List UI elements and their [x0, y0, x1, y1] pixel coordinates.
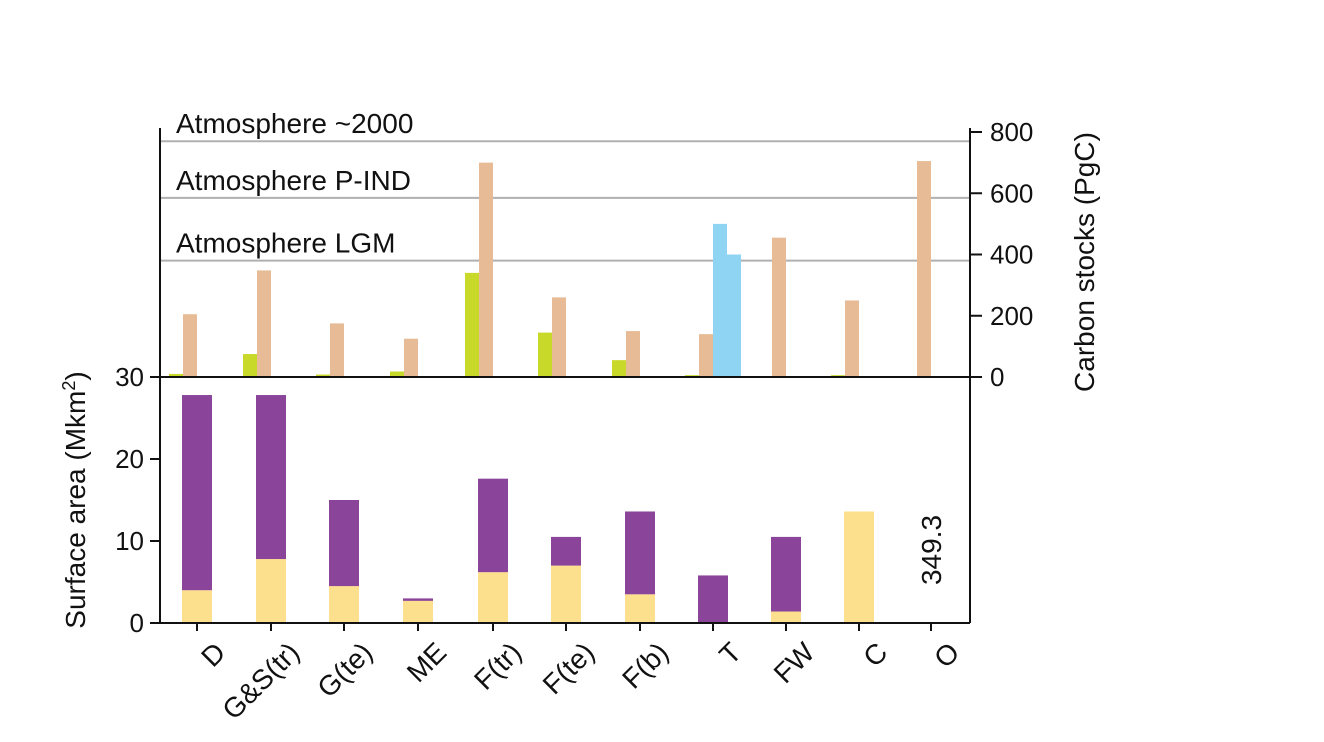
carbon-bar [404, 338, 418, 377]
left-axis-tick-label: 30 [115, 362, 144, 392]
category-label: G&S(tr) [216, 636, 305, 725]
left-axis-tick-label: 20 [115, 444, 144, 474]
surface-area-bar [771, 611, 801, 623]
surface-area-bar [551, 536, 581, 566]
left-axis-tick-label: 0 [130, 608, 144, 638]
left-axis-title-text: Surface area (Mkm [60, 391, 91, 629]
surface-area-bar [182, 590, 212, 623]
surface-area-bar [256, 559, 286, 623]
surface-area-bar [625, 511, 655, 595]
right-axis-tick-label: 0 [990, 362, 1004, 392]
category-label: ME [401, 636, 453, 688]
surface-area-bar [478, 572, 508, 623]
surface-area-bar [403, 598, 433, 601]
category-label: D [195, 636, 231, 672]
labels-layer: Atmosphere ~2000 Atmosphere P-IND Atmosphe… [59, 108, 1100, 725]
category-label: G(te) [311, 636, 378, 703]
carbon-bar [612, 360, 626, 377]
surface-area-bar [329, 586, 359, 623]
surface-area-bar [403, 600, 433, 623]
category-label: F(b) [616, 636, 674, 694]
left-axis-title: Surface area (Mkm2) [59, 371, 91, 628]
right-axis-tick-label: 800 [990, 117, 1033, 147]
right-axis-tick-label: 400 [990, 240, 1033, 270]
category-label: T [713, 636, 747, 670]
carbon-bar [713, 223, 727, 377]
surface-area-bar [478, 478, 508, 573]
carbon-bar [538, 332, 552, 377]
carbon-bar [243, 354, 257, 377]
surface-area-bar [256, 395, 286, 560]
carbon-bar [479, 162, 493, 377]
carbon-bar [845, 300, 859, 377]
surface-area-bar [771, 536, 801, 612]
carbon-bar [316, 374, 330, 377]
surface-area-panel [182, 395, 874, 623]
carbon-bar [390, 371, 404, 377]
category-label: F(tr) [468, 636, 527, 695]
category-label: FW [768, 636, 821, 689]
carbon-bar [626, 331, 640, 377]
left-axis-title-end: ) [60, 371, 91, 380]
category-label: F(te) [537, 636, 601, 700]
carbon-stocks-panel [160, 140, 970, 377]
reference-line-label: Atmosphere ~2000 [176, 108, 413, 139]
carbon-bar [330, 323, 344, 377]
right-axis-tick-label: 600 [990, 178, 1033, 208]
carbon-bar [465, 272, 479, 377]
carbon-bar [257, 270, 271, 377]
surface-area-bar [551, 565, 581, 623]
value-annotation: 349.3 [916, 515, 947, 585]
carbon-bar [699, 334, 713, 377]
carbon-bar [772, 237, 786, 377]
left-axis-title-superscript: 2 [59, 381, 79, 391]
surface-area-bar [844, 511, 874, 623]
carbon-bar [552, 297, 566, 377]
left-axis-tick-label: 10 [115, 526, 144, 556]
carbon-bar [917, 161, 931, 377]
right-axis-tick-label: 200 [990, 301, 1033, 331]
surface-area-bar [625, 594, 655, 623]
carbon-bar [183, 314, 197, 377]
surface-area-bar [329, 500, 359, 587]
right-axis-title: Carbon stocks (PgC) [1069, 132, 1100, 392]
axes-frame [150, 128, 982, 631]
carbon-bar [727, 254, 741, 377]
reference-line-label: Atmosphere LGM [176, 228, 395, 259]
reference-line-label: Atmosphere P-IND [176, 165, 411, 196]
category-label: C [857, 636, 893, 672]
surface-area-bar [182, 395, 212, 591]
surface-area-bar [698, 575, 728, 623]
carbon-bar [169, 373, 183, 377]
category-label: O [928, 636, 965, 673]
